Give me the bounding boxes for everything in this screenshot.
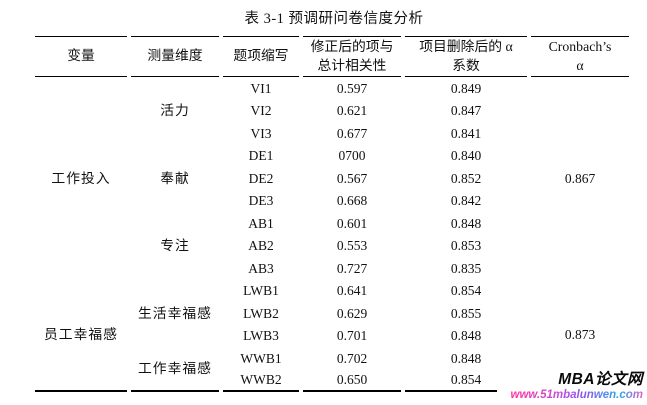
cell-dimension: 活力 [160, 103, 190, 119]
table-row: 工作幸福感 WWB1 0.702 0.848 [35, 347, 629, 393]
cell-alpha: 0.853 [450, 238, 482, 254]
watermark-url: www.51mbalunwen.com [510, 389, 644, 402]
cell-item: DE2 [248, 170, 274, 186]
table-row: LWB3 0.701 0.848 [35, 325, 629, 348]
cell-dimension: 专注 [160, 238, 190, 254]
header-item: 题项缩写 [223, 36, 299, 78]
cell-citc: 0.702 [336, 350, 368, 366]
header-variable: 变量 [35, 36, 127, 78]
cell-variable: 工作投入 [51, 170, 111, 186]
cell-alpha: 0.854 [450, 283, 482, 299]
cell-item: AB3 [248, 260, 274, 276]
cell-alpha: 0.848 [450, 350, 482, 366]
cell-citc: 0.641 [336, 283, 368, 299]
cell-citc: 0.553 [336, 238, 368, 254]
header-citc: 修正后的项与 总计相关性 [303, 36, 401, 78]
watermark-brand: MBA论文网 [558, 370, 643, 388]
cell-dimension: 生活幸福感 [138, 305, 212, 321]
table-row: DE3 0.668 0.842 [35, 190, 629, 213]
table-row: DE2 0.567 0.852 [35, 167, 629, 190]
cell-cronbach: 0.867 [564, 170, 596, 186]
cell-citc: 0.567 [336, 170, 368, 186]
cell-alpha: 0.842 [450, 193, 482, 209]
table-row: VI2 0.621 0.847 [35, 100, 629, 123]
cell-item: WWB2 [223, 370, 299, 393]
cell-alpha: 0.854 [405, 370, 527, 393]
cell-citc: 0.668 [336, 193, 368, 209]
cell-alpha: 0.848 [450, 215, 482, 231]
cell-item: AB1 [248, 215, 274, 231]
reliability-table: 变量 测量维度 题项缩写 修正后的项与 总计相关性 项目删除后的 α 系数 Cr… [31, 36, 633, 393]
table-caption: 表 3-1 预调研问卷信度分析 [244, 11, 424, 27]
table-row: 工作投入 活力 VI1 0.597 0.849 0.867 [35, 77, 629, 185]
cell-citc: 0.621 [336, 103, 368, 119]
cell-item: LWB3 [243, 328, 279, 344]
cell-variable: 员工幸福感 [35, 280, 127, 393]
table-row: LWB2 0.629 0.855 [35, 302, 629, 325]
table-header-row: 变量 测量维度 题项缩写 修正后的项与 总计相关性 项目删除后的 α 系数 Cr… [35, 36, 629, 78]
cell-alpha: 0.848 [450, 328, 482, 344]
cell-alpha: 0.847 [450, 103, 482, 119]
cell-item: VI2 [250, 103, 272, 119]
cell-citc: 0.629 [336, 305, 368, 321]
cell-dimension: 奉献 [160, 170, 190, 186]
cell-citc: 0700 [338, 148, 366, 164]
cell-citc: 0.701 [336, 328, 368, 344]
cell-alpha: 0.835 [450, 260, 482, 276]
cell-alpha: 0.855 [450, 305, 482, 321]
table-row: AB2 0.553 0.853 [35, 235, 629, 258]
table-row: 员工幸福感 生活幸福感 LWB1 0.641 0.854 0.873 [35, 280, 629, 393]
table-row: 专注 AB1 0.601 0.848 [35, 212, 629, 253]
cell-citc: 0.597 [336, 80, 368, 96]
site-watermark: MBA论文网 www.51mbalunwen.com [496, 368, 647, 405]
cell-item: DE1 [248, 148, 274, 164]
cell-citc: 0.650 [303, 370, 401, 393]
header-cronbach: Cronbach’s α [531, 36, 629, 78]
cell-item: LWB2 [243, 305, 279, 321]
header-alpha-if-deleted: 项目删除后的 α 系数 [405, 36, 527, 78]
table-row: AB3 0.727 0.835 [35, 257, 629, 280]
cell-item: DE3 [248, 193, 274, 209]
cell-alpha: 0.852 [450, 170, 482, 186]
cell-item: WWB1 [240, 350, 282, 366]
cell-citc: 0.727 [336, 260, 368, 276]
cell-alpha: 0.849 [450, 80, 482, 96]
cell-citc: 0.601 [336, 215, 368, 231]
cell-alpha: 0.841 [450, 125, 482, 141]
cell-item: VI3 [250, 125, 272, 141]
cell-item: LWB1 [243, 283, 279, 299]
table-row: VI3 0.677 0.841 [35, 122, 629, 145]
cell-item: AB2 [248, 238, 274, 254]
cell-alpha: 0.840 [450, 148, 482, 164]
header-dimension: 测量维度 [131, 36, 219, 78]
cell-dimension: 工作幸福感 [131, 347, 219, 393]
table-row: 奉献 DE1 0700 0.840 [35, 145, 629, 185]
cell-item: VI1 [250, 80, 272, 96]
table-row: WWB2 0.650 0.854 [35, 370, 629, 393]
cell-citc: 0.677 [336, 125, 368, 141]
